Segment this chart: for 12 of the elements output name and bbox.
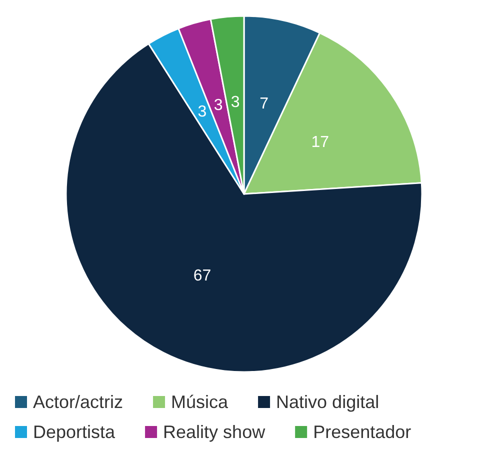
legend-label: Música (171, 392, 230, 412)
legend-label: Actor/actriz (33, 392, 124, 412)
data-label: 7 (260, 96, 269, 113)
legend-label: Nativo digital (276, 392, 380, 412)
legend-label: Presentador (313, 422, 412, 442)
data-label: 3 (230, 94, 240, 111)
data-label: 3 (214, 97, 223, 114)
legend-label: Deportista (33, 422, 116, 442)
data-label: 3 (198, 104, 207, 121)
data-label: 67 (193, 267, 212, 284)
data-label: 17 (311, 134, 330, 151)
legend-label: Reality show (163, 422, 266, 442)
